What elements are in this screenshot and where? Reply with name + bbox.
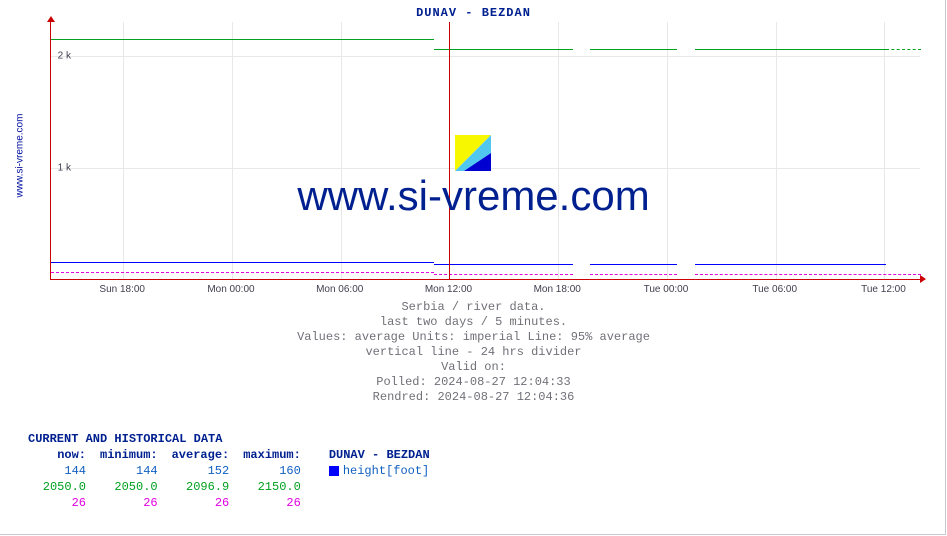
gridline-v: [123, 22, 124, 279]
gridline-h: [51, 56, 920, 57]
xtick-label: Mon 00:00: [207, 284, 254, 295]
gridline-v: [232, 22, 233, 279]
cell: 2050.0: [94, 480, 164, 494]
col-header: average:: [166, 448, 236, 462]
xtick-label: Tue 00:00: [644, 284, 689, 295]
side-url-label: www.si-vreme.com: [15, 96, 26, 216]
24hr-divider-line: [449, 22, 450, 279]
watermark-logo: [455, 135, 491, 171]
col-header: now:: [30, 448, 92, 462]
meta-line: last two days / 5 minutes.: [0, 315, 947, 330]
series-segment: [590, 49, 677, 50]
series-segment: [51, 272, 434, 273]
series-segment: [590, 274, 677, 275]
legend-item: height[foot]: [309, 464, 436, 478]
y-axis-arrow: [47, 16, 55, 22]
cell: 2096.9: [166, 480, 236, 494]
cell: 144: [94, 464, 164, 478]
series-segment: [434, 49, 573, 50]
data-table-heading: CURRENT AND HISTORICAL DATA: [28, 432, 438, 446]
cell: 26: [166, 496, 236, 510]
gridline-v: [558, 22, 559, 279]
series-segment: [886, 49, 921, 50]
x-axis-arrow: [920, 275, 926, 283]
series-segment: [590, 264, 677, 265]
ytick-label: 2 k: [58, 50, 71, 61]
legend-item-label: height[foot]: [343, 464, 429, 478]
xtick-label: Mon 18:00: [534, 284, 581, 295]
gridline-v: [667, 22, 668, 279]
meta-line: vertical line - 24 hrs divider: [0, 345, 947, 360]
meta-line: Rendred: 2024-08-27 12:04:36: [0, 390, 947, 405]
xtick-label: Mon 06:00: [316, 284, 363, 295]
cell: 2050.0: [30, 480, 92, 494]
cell: 144: [30, 464, 92, 478]
cell: 26: [30, 496, 92, 510]
legend-header: DUNAV - BEZDAN: [309, 448, 436, 462]
xtick-label: Sun 18:00: [99, 284, 145, 295]
col-header: maximum:: [237, 448, 307, 462]
cell: 2150.0: [237, 480, 307, 494]
xtick-label: Tue 12:00: [861, 284, 906, 295]
meta-line: Serbia / river data.: [0, 300, 947, 315]
meta-line: Values: average Units: imperial Line: 95…: [0, 330, 947, 345]
col-header: minimum:: [94, 448, 164, 462]
meta-line: Polled: 2024-08-27 12:04:33: [0, 375, 947, 390]
series-segment: [434, 264, 573, 265]
gridline-v: [341, 22, 342, 279]
cell: 26: [237, 496, 307, 510]
series-segment: [51, 39, 434, 40]
chart-title: DUNAV - BEZDAN: [0, 6, 947, 20]
gridline-v: [776, 22, 777, 279]
series-segment: [695, 49, 886, 50]
gridline-v: [884, 22, 885, 279]
meta-line: Valid on:: [0, 360, 947, 375]
xtick-label: Mon 12:00: [425, 284, 472, 295]
chart-metadata: Serbia / river data. last two days / 5 m…: [0, 300, 947, 405]
cell: 160: [237, 464, 307, 478]
legend-swatch: [329, 466, 339, 476]
series-segment: [695, 274, 921, 275]
series-segment: [51, 262, 434, 263]
cell: 26: [94, 496, 164, 510]
ytick-label: 1 k: [58, 162, 71, 173]
series-segment: [695, 264, 886, 265]
xtick-label: Tue 06:00: [752, 284, 797, 295]
series-segment: [434, 274, 573, 275]
data-table: CURRENT AND HISTORICAL DATA now: minimum…: [28, 432, 438, 512]
cell: 152: [166, 464, 236, 478]
